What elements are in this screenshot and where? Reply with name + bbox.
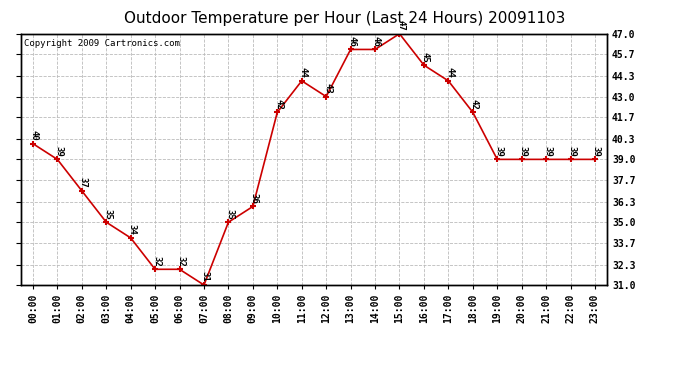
Text: 36: 36	[250, 193, 259, 204]
Text: 45: 45	[421, 52, 430, 62]
Text: 42: 42	[274, 99, 283, 109]
Text: 39: 39	[592, 146, 601, 157]
Text: 32: 32	[177, 256, 186, 267]
Text: 40: 40	[30, 130, 39, 141]
Text: 39: 39	[519, 146, 528, 157]
Text: 39: 39	[543, 146, 552, 157]
Text: Outdoor Temperature per Hour (Last 24 Hours) 20091103: Outdoor Temperature per Hour (Last 24 Ho…	[124, 11, 566, 26]
Text: 32: 32	[152, 256, 161, 267]
Text: 35: 35	[103, 209, 112, 219]
Text: Copyright 2009 Cartronics.com: Copyright 2009 Cartronics.com	[23, 39, 179, 48]
Text: 47: 47	[396, 20, 405, 31]
Text: 39: 39	[494, 146, 503, 157]
Text: 39: 39	[567, 146, 576, 157]
Text: 34: 34	[128, 224, 137, 235]
Text: 43: 43	[323, 83, 332, 94]
Text: 46: 46	[348, 36, 357, 46]
Text: 31: 31	[201, 272, 210, 282]
Text: 35: 35	[226, 209, 235, 219]
Text: 44: 44	[299, 68, 308, 78]
Text: 42: 42	[470, 99, 479, 109]
Text: 46: 46	[372, 36, 381, 46]
Text: 39: 39	[55, 146, 63, 157]
Text: 37: 37	[79, 177, 88, 188]
Text: 44: 44	[445, 68, 454, 78]
